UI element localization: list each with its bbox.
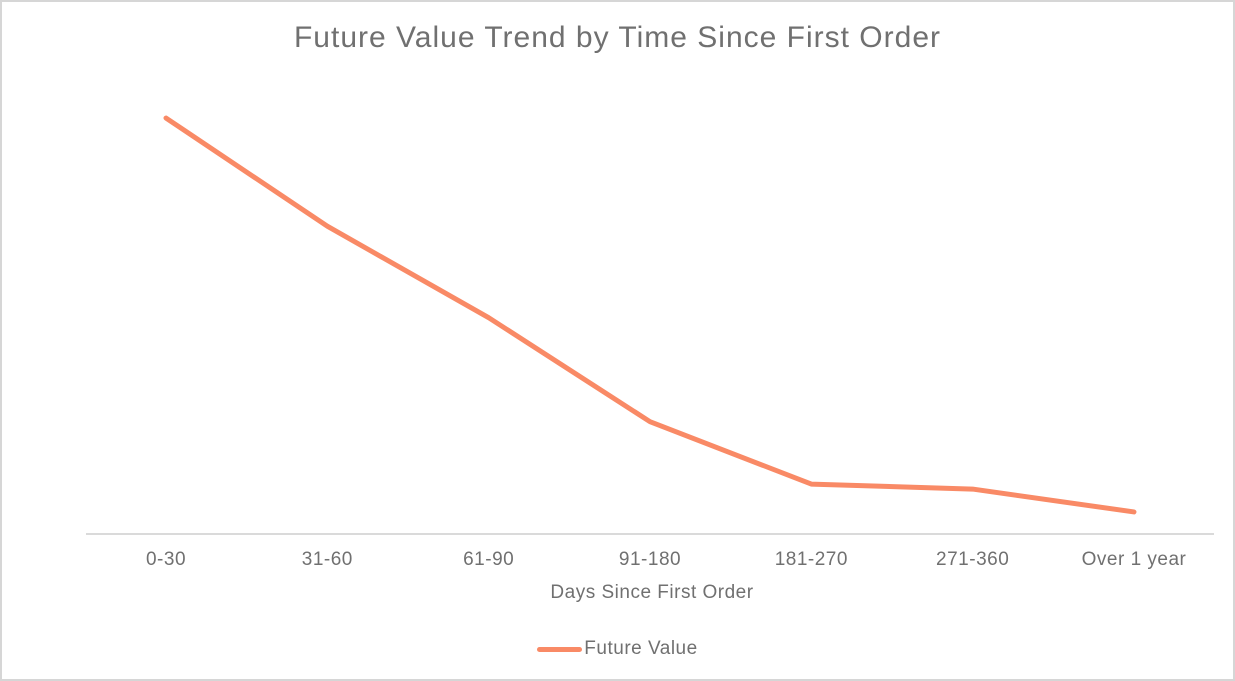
future-value-series-line [163,115,1137,515]
chart-title: Future Value Trend by Time Since First O… [293,21,941,54]
legend-line-swatch [537,646,583,652]
legend: Future Value [2,638,1233,660]
x-axis-title: Days Since First Order [550,582,754,603]
legend-label: Future Value [584,638,698,659]
